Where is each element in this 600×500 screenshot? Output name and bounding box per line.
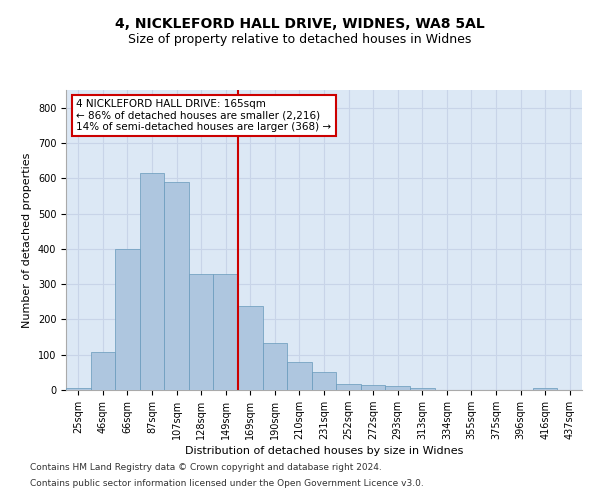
Bar: [312, 372, 336, 390]
Text: Contains public sector information licensed under the Open Government Licence v3: Contains public sector information licen…: [30, 478, 424, 488]
Bar: [410, 388, 434, 390]
Bar: [263, 343, 287, 390]
Text: 4 NICKLEFORD HALL DRIVE: 165sqm
← 86% of detached houses are smaller (2,216)
14%: 4 NICKLEFORD HALL DRIVE: 165sqm ← 86% of…: [76, 99, 331, 132]
Bar: [238, 306, 263, 390]
Bar: [115, 249, 140, 390]
Bar: [361, 386, 385, 390]
Bar: [533, 388, 557, 390]
Bar: [66, 388, 91, 390]
Bar: [214, 274, 238, 390]
Bar: [336, 384, 361, 390]
Bar: [287, 362, 312, 390]
Bar: [140, 173, 164, 390]
Text: Size of property relative to detached houses in Widnes: Size of property relative to detached ho…: [128, 32, 472, 46]
Bar: [164, 182, 189, 390]
X-axis label: Distribution of detached houses by size in Widnes: Distribution of detached houses by size …: [185, 446, 463, 456]
Bar: [91, 352, 115, 390]
Text: 4, NICKLEFORD HALL DRIVE, WIDNES, WA8 5AL: 4, NICKLEFORD HALL DRIVE, WIDNES, WA8 5A…: [115, 18, 485, 32]
Bar: [385, 386, 410, 390]
Text: Contains HM Land Registry data © Crown copyright and database right 2024.: Contains HM Land Registry data © Crown c…: [30, 464, 382, 472]
Bar: [189, 274, 214, 390]
Y-axis label: Number of detached properties: Number of detached properties: [22, 152, 32, 328]
